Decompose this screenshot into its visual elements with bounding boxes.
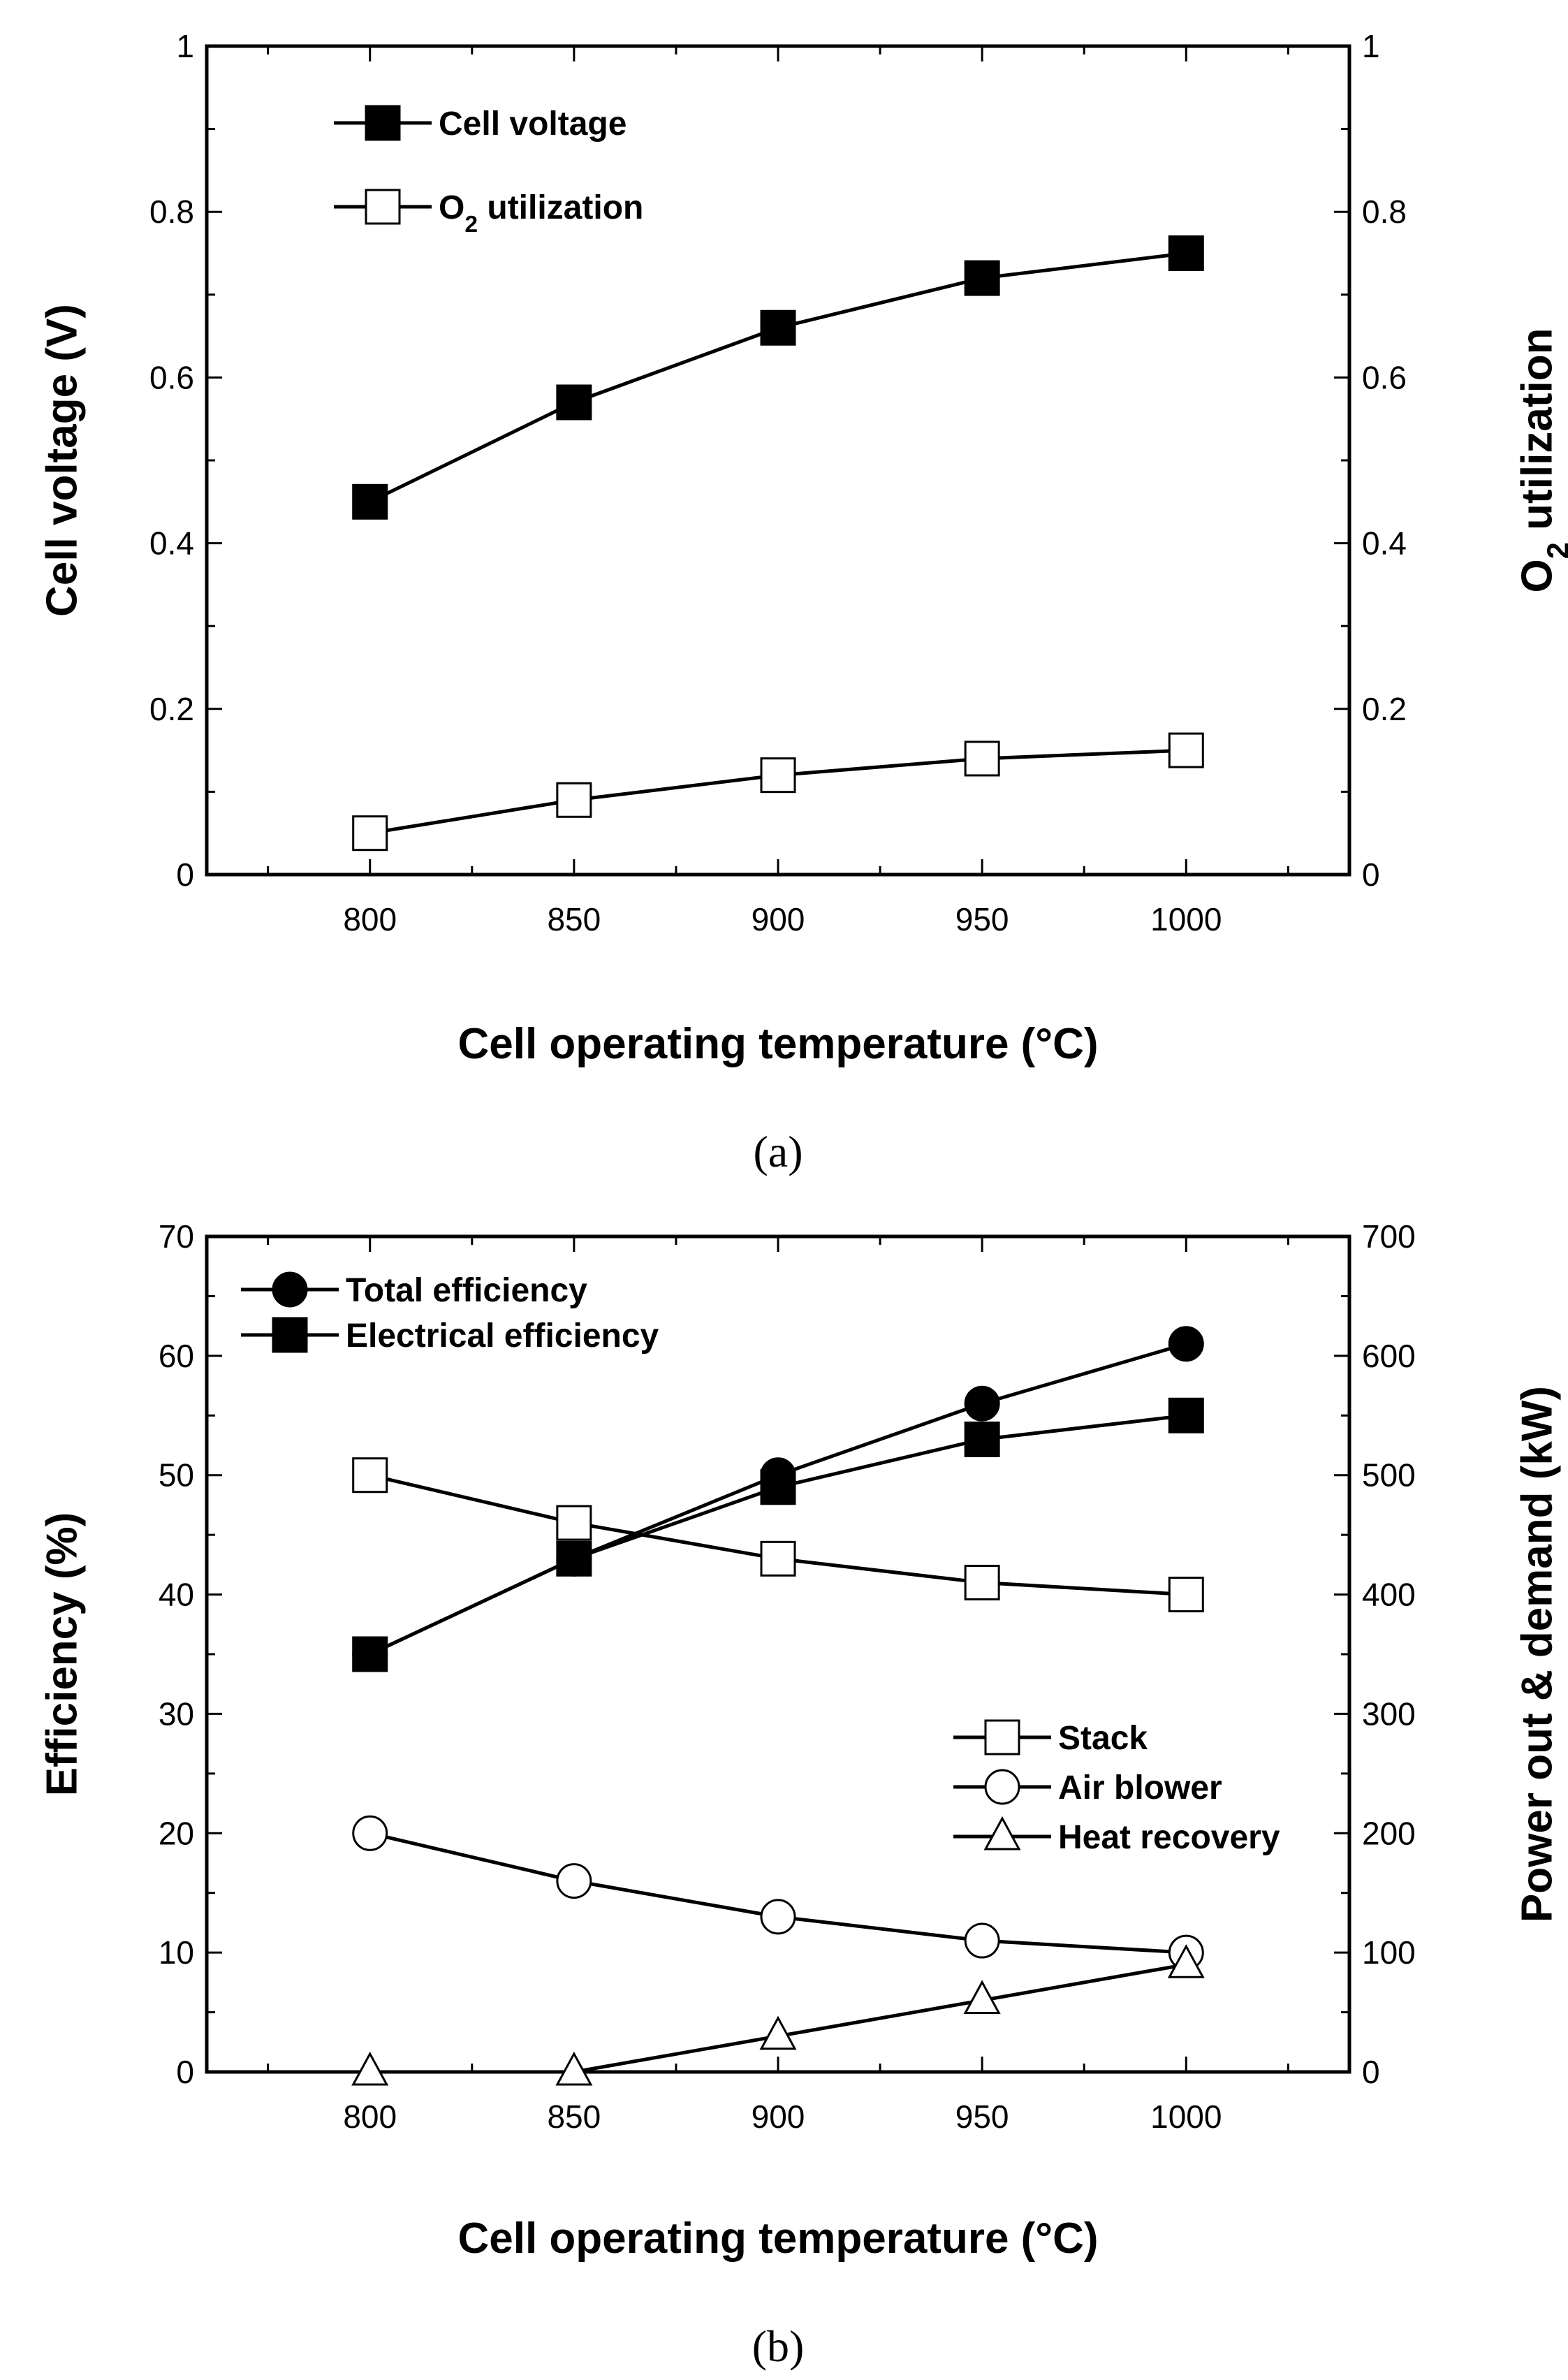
legend-marker — [984, 1769, 1020, 1805]
y-tick-label-left: 1 — [176, 28, 194, 64]
data-point — [1168, 1577, 1204, 1613]
data-point — [1168, 732, 1204, 768]
panel-label: (b) — [752, 2321, 805, 2371]
data-point — [556, 1540, 592, 1577]
legend-marker — [983, 1816, 1021, 1850]
data-point — [352, 1636, 388, 1672]
legend-marker — [365, 105, 401, 141]
y-tick-label-left: 70 — [159, 1218, 194, 1255]
data-point — [964, 1922, 1000, 1959]
y-tick-label-left: 0.4 — [149, 525, 194, 562]
series-line — [369, 1413, 1187, 1656]
y-tick-label-right: 400 — [1362, 1577, 1416, 1613]
legend-label: Cell voltage — [439, 105, 627, 143]
legend-label: Heat recovery — [1058, 1819, 1280, 1856]
legend-label: Total efficiency — [346, 1272, 587, 1309]
data-point — [352, 483, 388, 520]
legend-marker — [984, 1719, 1020, 1755]
data-point — [1168, 1326, 1204, 1362]
data-point — [759, 2015, 797, 2050]
y-tick-label-right: 200 — [1362, 1815, 1416, 1851]
data-point — [1168, 235, 1204, 271]
y-tick-label-left: 60 — [159, 1338, 194, 1374]
data-point — [352, 1815, 388, 1851]
legend-label: Air blower — [1058, 1769, 1222, 1806]
y-tick-label-left: 50 — [159, 1457, 194, 1494]
data-point — [556, 782, 592, 818]
data-point — [964, 740, 1000, 777]
x-tick-label: 900 — [752, 901, 805, 937]
data-point — [352, 815, 388, 852]
x-tick-label: 850 — [547, 901, 601, 937]
x-tick-label: 1000 — [1150, 901, 1222, 937]
data-point — [963, 1980, 1001, 2014]
y-tick-label-left: 10 — [159, 1934, 194, 1971]
data-point — [760, 1540, 796, 1577]
data-point — [964, 1564, 1000, 1600]
x-axis-title: Cell operating temperature (°C) — [457, 1020, 1098, 1068]
legend-label: Stack — [1058, 1720, 1148, 1757]
y-tick-label-right: 0 — [1362, 2054, 1380, 2090]
y-tick-label-left: 30 — [159, 1695, 194, 1732]
data-point — [964, 260, 1000, 296]
y-axis-title-right: O2 utilization — [1514, 328, 1568, 593]
data-point — [760, 1899, 796, 1935]
y-tick-label-left: 0 — [176, 856, 194, 893]
series-line — [369, 251, 1187, 504]
data-point — [556, 1863, 592, 1899]
y-tick-label-left: 40 — [159, 1577, 194, 1613]
data-point — [760, 1469, 796, 1505]
x-axis-title: Cell operating temperature (°C) — [457, 2214, 1098, 2263]
y-tick-label-right: 0.4 — [1362, 525, 1407, 562]
legend-label: Electrical efficiency — [346, 1317, 659, 1355]
legend-marker — [272, 1317, 308, 1353]
data-point — [556, 384, 592, 421]
y-tick-label-left: 0 — [176, 2054, 194, 2090]
panel-label: (a) — [753, 1127, 803, 1176]
x-tick-label: 950 — [955, 901, 1009, 937]
x-tick-label: 950 — [955, 2098, 1009, 2135]
y-tick-label-right: 100 — [1362, 1934, 1416, 1971]
data-point — [555, 2051, 593, 2086]
y-axis-title-left: Cell voltage (V) — [38, 304, 87, 617]
data-point — [352, 1457, 388, 1494]
data-point — [760, 309, 796, 346]
y-tick-label-left: 0.8 — [149, 194, 194, 230]
y-axis-title-right: Power out & demand (kW) — [1514, 1386, 1562, 1922]
y-tick-label-right: 600 — [1362, 1338, 1416, 1374]
data-point — [556, 1505, 592, 1541]
legend-label: O2 utilization — [439, 189, 643, 238]
x-tick-label: 800 — [343, 2098, 397, 2135]
x-tick-label: 900 — [752, 2098, 805, 2135]
y-tick-label-right: 0.8 — [1362, 194, 1407, 230]
data-point — [760, 757, 796, 794]
y-tick-label-right: 300 — [1362, 1695, 1416, 1732]
data-point — [1168, 1397, 1204, 1433]
y-tick-label-right: 700 — [1362, 1218, 1416, 1255]
legend-marker — [365, 189, 401, 225]
x-tick-label: 1000 — [1150, 2098, 1222, 2135]
data-point — [964, 1385, 1000, 1422]
x-tick-label: 800 — [343, 901, 397, 937]
y-axis-title-left: Efficiency (%) — [38, 1512, 87, 1797]
data-point — [1167, 1944, 1205, 1978]
y-tick-label-left: 0.6 — [149, 359, 194, 395]
y-tick-label-left: 0.2 — [149, 691, 194, 727]
x-tick-label: 850 — [547, 2098, 601, 2135]
data-point — [964, 1421, 1000, 1457]
y-tick-label-right: 500 — [1362, 1457, 1416, 1494]
y-tick-label-right: 0 — [1362, 856, 1380, 893]
y-tick-label-right: 0.6 — [1362, 359, 1407, 395]
y-tick-label-left: 20 — [159, 1815, 194, 1851]
legend-marker — [272, 1271, 308, 1308]
y-tick-label-right: 1 — [1362, 28, 1380, 64]
data-point — [351, 2051, 389, 2086]
y-tick-label-right: 0.2 — [1362, 691, 1407, 727]
